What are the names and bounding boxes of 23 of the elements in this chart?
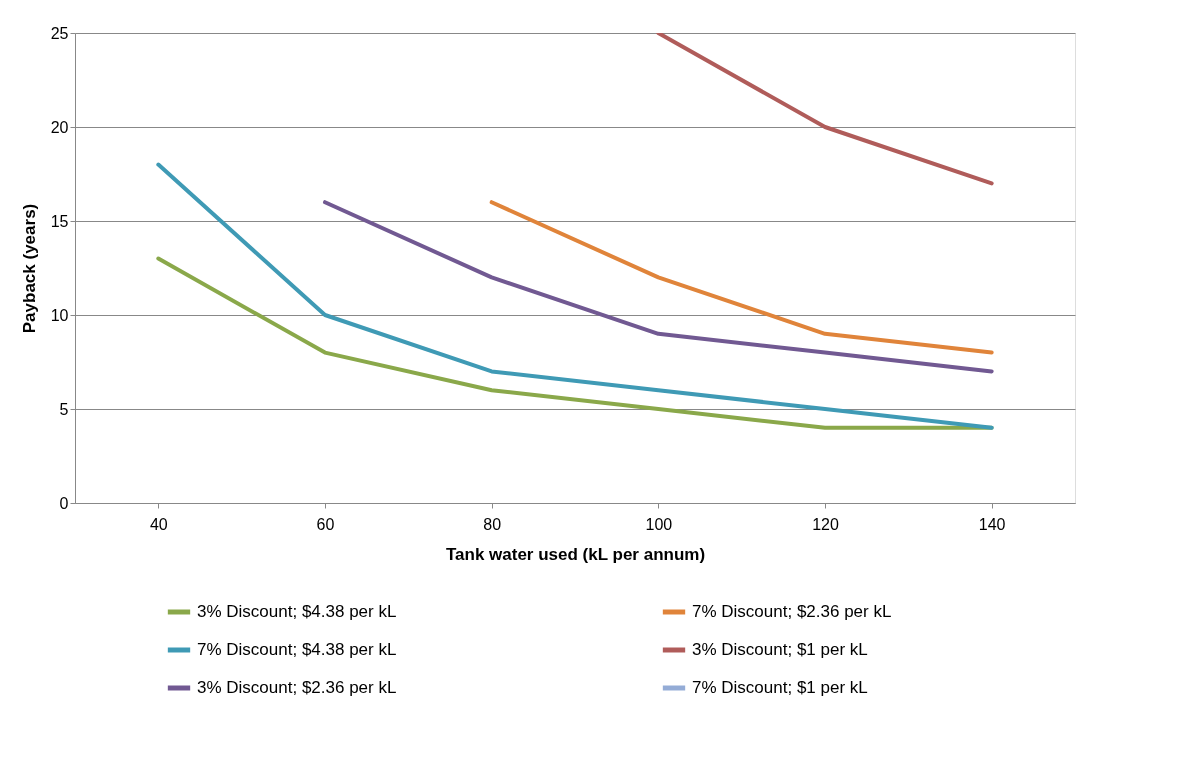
line-series (156, 162, 994, 430)
y-tick-label: 20 (50, 118, 69, 136)
legend-label: 7% Discount; $1 per kL (692, 678, 868, 697)
x-tick-label: 60 (316, 515, 335, 533)
x-tick-label: 120 (812, 515, 839, 533)
x-tick-label: 100 (645, 515, 673, 533)
legend-label: 7% Discount; $2.36 per kL (692, 602, 892, 621)
x-axis-title: Tank water used (kL per annum) (445, 544, 706, 564)
line-series (323, 200, 994, 374)
legend-label: 3% Discount; $2.36 per kL (197, 678, 397, 697)
legend-label: 3% Discount; $4.38 per kL (197, 602, 397, 621)
x-tick-label: 40 (149, 515, 168, 533)
y-tick-label: 10 (50, 306, 69, 324)
x-tick-label: 140 (978, 515, 1006, 533)
legend-label: 3% Discount; $1 per kL (692, 640, 868, 659)
y-tick-label: 15 (50, 212, 69, 230)
y-tick-label: 0 (59, 494, 69, 512)
y-tick-label: 5 (59, 400, 69, 418)
legend-label: 7% Discount; $4.38 per kL (197, 640, 397, 659)
y-tick-label: 25 (50, 24, 69, 42)
line-series (489, 200, 994, 355)
x-tick-label: 80 (483, 515, 502, 533)
y-axis-title: Payback (years) (19, 203, 39, 334)
